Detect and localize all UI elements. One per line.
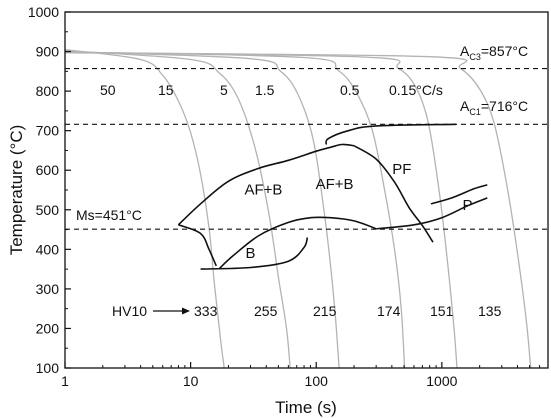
ms-label: Ms=451°C [76,207,142,223]
x-tick-label: 100 [305,373,329,389]
y-tick-label: 400 [36,241,60,257]
phase-boundary-afb-pf-boundary [353,145,434,243]
ac3-label: AC3=857°C [460,43,528,62]
x-tick-label: 10 [183,373,199,389]
hardness-value: 255 [254,303,278,319]
cooling-curves-group [64,48,532,369]
phase-label-afb-right: AF+B [316,176,354,193]
cooling-rate-label: 15 [158,82,174,98]
ticks-group: 1 10 100 1000 100 200 300 400 500 600 700 800 900 100… [28,4,549,389]
cooling-curve [64,50,340,369]
cooling-rate-label: 0.5 [340,82,360,98]
y-tick-label: 600 [36,162,60,178]
y-tick-label: 500 [36,202,60,218]
reference-labels-group: AC3=857°C AC1=716°C Ms=451°C [76,43,528,223]
phase-label-pf: PF [392,161,411,178]
phase-boundary-upper-start [177,143,355,226]
phase-region-labels-group: PF AF+B AF+B B P [244,161,472,262]
y-tick-label: 700 [36,123,60,139]
cooling-curve [64,51,406,369]
x-tick-label: 1000 [426,373,457,389]
phase-boundary-lower-right [376,197,488,230]
y-tick-label: 300 [36,281,60,297]
x-axis-title: Time (s) [275,398,337,417]
phase-label-b: B [246,245,256,262]
y-tick-label: 200 [36,320,60,336]
hardness-value: 151 [430,303,454,319]
x-tick-label: 1 [61,373,69,389]
y-tick-label: 800 [36,83,60,99]
y-axis-title: Temperature (°C) [7,125,26,256]
hv-title: HV10 [112,303,147,319]
phase-boundary-pearlite-upper [430,184,488,205]
cooling-rate-label: 50 [100,82,116,98]
ac1-label: AC1=716°C [460,98,528,117]
hardness-value: 135 [478,303,502,319]
phase-boundary-b-afb-boundary [219,216,377,269]
y-tick-label: 100 [36,360,60,376]
cooling-curve [64,52,532,369]
y-tick-label: 1000 [28,4,59,20]
cooling-rate-label: 0.15°C/s [389,82,443,98]
hardness-value: 215 [313,303,337,319]
hardness-value: 174 [377,303,401,319]
phase-label-p: P [462,197,472,214]
phase-boundaries-group [177,123,488,270]
cooling-curve [64,48,225,369]
phase-boundary-bainite-start-left [178,224,218,267]
phase-label-afb-left: AF+B [244,182,282,199]
hardness-labels-group: HV10 333 255 215 174 151 135 [112,303,502,319]
cooling-curve [64,51,458,369]
cooling-rate-label: 1.5 [255,82,275,98]
cooling-rate-labels-group: 50 15 5 1.5 0.5 0.15°C/s [100,82,443,98]
y-tick-label: 900 [36,44,60,60]
phase-boundary-pf-start [325,123,457,145]
cooling-curve [64,50,291,369]
phase-boundary-lower-finish [200,237,309,270]
hardness-value: 333 [194,303,218,319]
cooling-rate-label: 5 [220,82,228,98]
hv-arrow-head [182,307,190,315]
reference-lines-group [65,68,548,230]
